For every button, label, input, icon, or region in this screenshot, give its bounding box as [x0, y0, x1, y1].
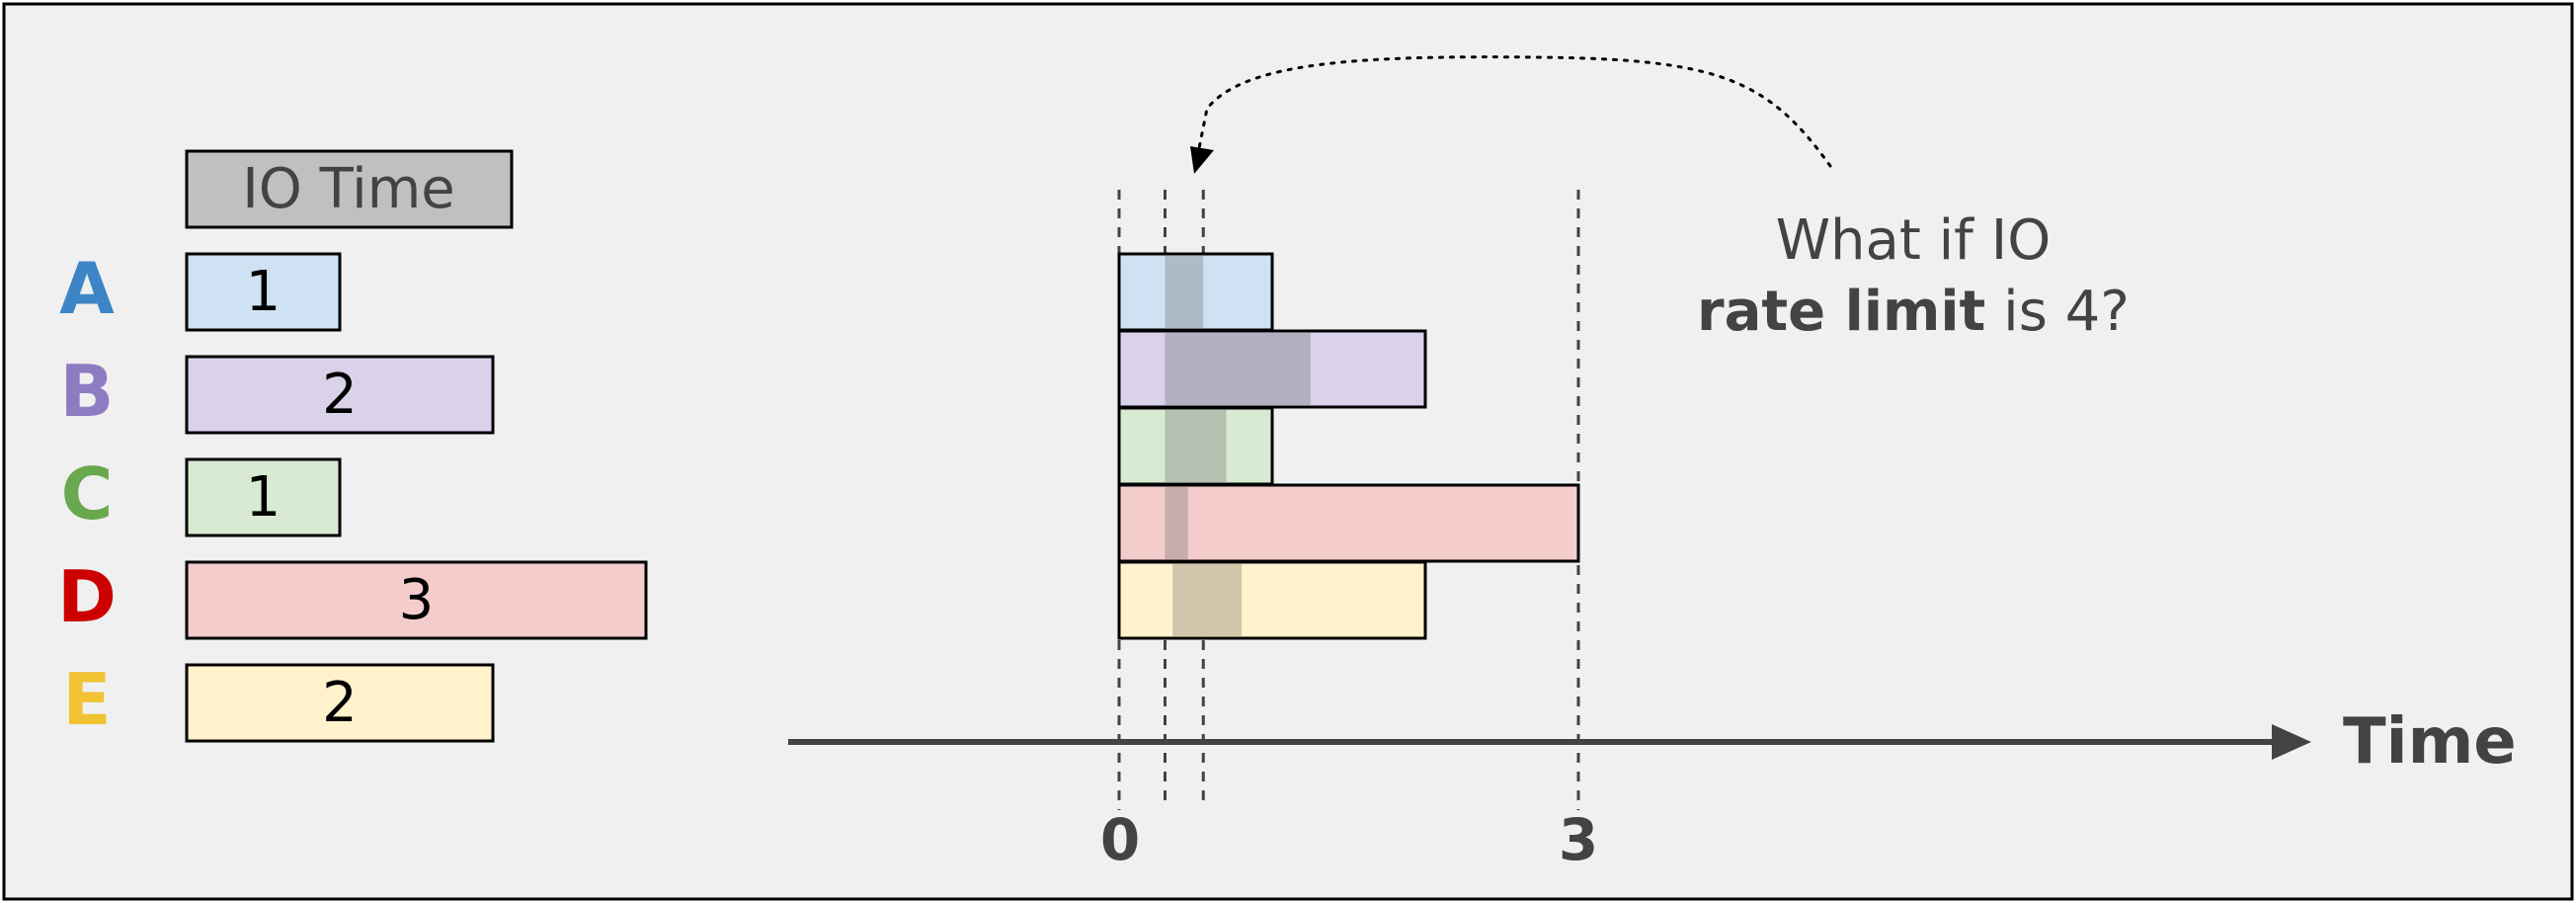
legend-bar-c — [185, 457, 342, 537]
annotation-bold: rate limit — [1697, 280, 1985, 344]
legend-letter-c: C — [61, 452, 114, 535]
timeline-bars — [1117, 252, 1580, 640]
legend-header-box — [185, 149, 514, 229]
legend-letter-a: A — [59, 247, 115, 330]
timeline-overlap-b — [1165, 333, 1311, 405]
legend-bar-b — [185, 355, 495, 435]
timeline-bar-e — [1117, 560, 1427, 640]
annotation-arrowhead — [1190, 146, 1214, 174]
timeline-overlap-e — [1172, 564, 1242, 636]
annotation-curved-arrow — [1195, 55, 1832, 168]
legend-value-e: 2 — [322, 671, 358, 735]
legend-letter-d: D — [57, 555, 117, 638]
timeline-bar-c — [1117, 406, 1274, 486]
legend: IO Time A 1 B 2 C 1 D 3 E 2 — [57, 149, 648, 743]
legend-bar-a — [185, 252, 342, 332]
annotation-line1: What if IO — [1776, 208, 2052, 273]
timeline-overlaps — [1165, 256, 1311, 636]
tick-label-0: 0 — [1100, 806, 1140, 873]
legend-letter-b: B — [60, 350, 115, 433]
legend-bar-d — [185, 560, 648, 640]
legend-value-a: 1 — [246, 260, 282, 324]
timeline: Time 0 3 — [788, 190, 2517, 873]
legend-header: IO Time — [242, 157, 454, 221]
timeline-bar-b — [1117, 329, 1427, 409]
tick-label-3: 3 — [1559, 806, 1598, 873]
legend-rows: A 1 B 2 C 1 D 3 E 2 — [57, 247, 648, 743]
legend-bar-e — [185, 663, 495, 743]
legend-value-d: 3 — [399, 568, 435, 632]
annotation: What if IO rate limit is 4? — [1190, 55, 2130, 344]
timeline-overlap-d — [1165, 487, 1188, 559]
time-axis-arrowhead — [2272, 724, 2311, 760]
timeline-overlap-c — [1165, 410, 1227, 482]
legend-value-b: 2 — [322, 363, 358, 427]
time-axis-label: Time — [2343, 705, 2517, 779]
legend-letter-e: E — [62, 658, 111, 741]
timeline-bar-a — [1117, 252, 1274, 332]
annotation-line2: rate limit is 4? — [1697, 280, 2130, 344]
timeline-overlap-a — [1165, 256, 1204, 328]
legend-value-c: 1 — [246, 465, 282, 530]
timeline-bar-d — [1117, 483, 1580, 563]
annotation-rest: is 4? — [1985, 280, 2130, 344]
